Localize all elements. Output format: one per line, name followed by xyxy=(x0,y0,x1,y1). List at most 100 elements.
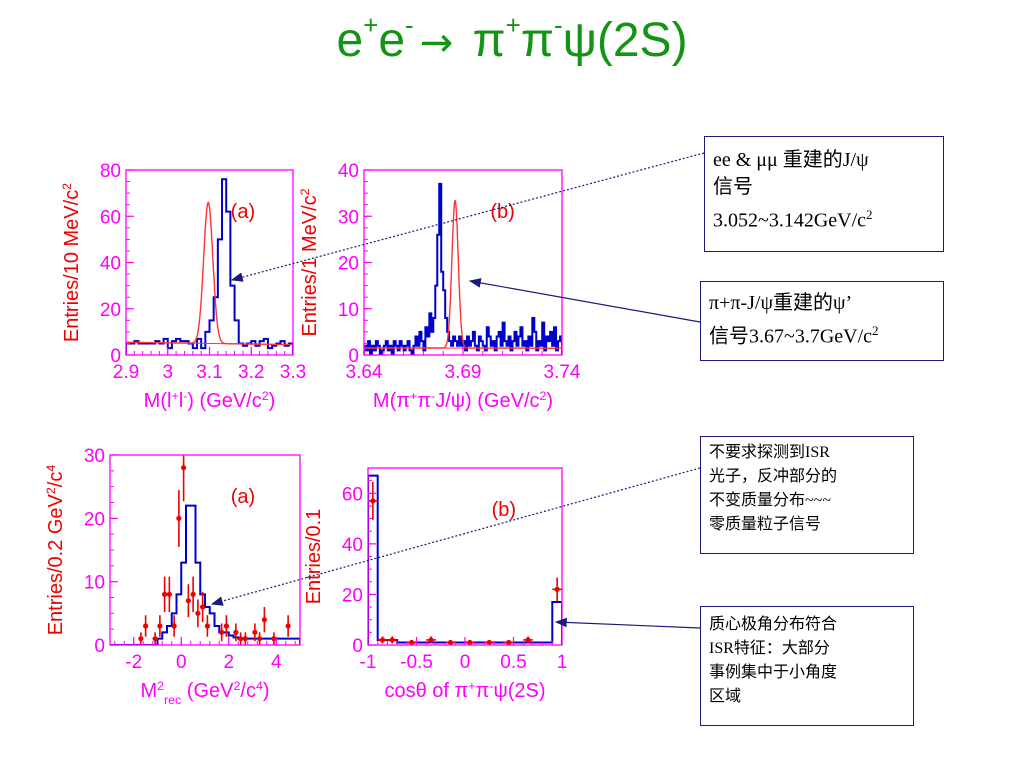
annotation-line: 区域 xyxy=(709,688,742,705)
axis-frame xyxy=(367,467,563,646)
label-part: (GeV xyxy=(181,680,234,702)
x-tick-label: -0.5 xyxy=(400,652,433,673)
annotation-line: 信号 xyxy=(713,176,753,198)
x-tick-label: -2 xyxy=(125,652,142,673)
label-part: π xyxy=(476,680,490,702)
y-tick-label: 20 xyxy=(338,254,359,275)
data-point xyxy=(406,639,417,645)
data-point xyxy=(233,623,239,642)
marker xyxy=(219,629,225,635)
x-tick-label: 3.69 xyxy=(445,362,482,383)
title-e1: e xyxy=(336,14,364,67)
data-point xyxy=(143,615,149,637)
x-tick-label: 3.2 xyxy=(238,362,264,383)
y-axis-label-group: Entries/0.1 xyxy=(303,509,325,605)
marker xyxy=(166,591,172,597)
data-point xyxy=(271,632,277,645)
marker xyxy=(525,637,531,643)
label-part: J/ψ) (GeV/c xyxy=(435,390,539,412)
marker xyxy=(285,623,291,629)
y-axis-label: Entries/1 MeV/c2 xyxy=(298,188,321,336)
marker xyxy=(252,629,258,635)
y-tick-label: 20 xyxy=(100,300,121,321)
x-tick-label: 2.9 xyxy=(113,362,139,383)
data-point xyxy=(176,489,182,547)
label-part: Entries/10 MeV/c xyxy=(61,190,83,342)
y-tick-label: 10 xyxy=(84,573,105,594)
x-tick-label: 0 xyxy=(460,652,471,673)
label-part: 4 xyxy=(44,465,58,472)
histogram-line xyxy=(364,182,562,355)
x-tick-label: 2 xyxy=(223,652,234,673)
label-part: Entries/1 MeV/c xyxy=(299,195,321,336)
data-point xyxy=(223,615,229,637)
label-part: 2 xyxy=(157,679,164,693)
data-point xyxy=(238,632,244,645)
marker xyxy=(223,623,229,629)
y-tick-label: 30 xyxy=(84,446,105,467)
data-point xyxy=(552,577,562,602)
data-point xyxy=(157,615,163,637)
label-part: π xyxy=(417,390,431,412)
marker xyxy=(195,610,201,616)
title-e2: e xyxy=(378,14,406,67)
marker xyxy=(370,498,376,504)
panel-label: (b) xyxy=(490,201,514,223)
marker xyxy=(242,636,248,642)
y-tick-label: 10 xyxy=(338,300,359,321)
annotation-line: 3.052~3.142GeV/c2 xyxy=(713,201,935,235)
x-tick-label: 3 xyxy=(162,362,173,383)
title-sup-minus1: - xyxy=(405,10,414,40)
title-pi2: π xyxy=(520,14,554,67)
label-part: - xyxy=(489,679,493,693)
data-point xyxy=(285,615,291,637)
y-axis-label: Entries/10 MeV/c2 xyxy=(60,183,83,342)
data-point xyxy=(503,639,514,645)
marker xyxy=(233,629,239,635)
y-tick-label: 80 xyxy=(100,161,121,182)
annotation-line: ISR特征：大部分 xyxy=(709,640,830,657)
data-point xyxy=(204,615,210,637)
y-tick-label: 0 xyxy=(110,346,121,367)
data-point xyxy=(257,632,263,645)
label-part: 2 xyxy=(262,389,269,403)
histogram-line xyxy=(368,474,562,645)
y-tick-label: 0 xyxy=(352,636,363,657)
y-tick-label: 0 xyxy=(94,636,105,657)
label-part: 2 xyxy=(234,679,241,693)
y-axis-label-group: Entries/10 MeV/c2 xyxy=(60,183,83,342)
title-sup-plus1: + xyxy=(363,10,379,40)
y-tick-label: 20 xyxy=(84,509,105,530)
plot-area xyxy=(126,178,293,355)
data-point xyxy=(252,623,258,642)
marker xyxy=(467,639,473,645)
data-point xyxy=(152,632,158,645)
annotation-recoil-mass: 不要求探测到ISR 光子，反冲部分的 不变质量分布~~~ 零质量粒子信号 xyxy=(700,436,914,554)
leader-arrow xyxy=(210,467,701,606)
annotation-line: 不要求探测到ISR xyxy=(709,444,830,461)
data-point xyxy=(484,639,495,645)
annotation-line: ee & μμ 重建的J/ψ xyxy=(713,149,869,171)
y-tick-label: 30 xyxy=(338,207,359,228)
marker xyxy=(486,639,492,645)
data-point xyxy=(377,636,388,644)
chart-costheta: 0 20 40 60 -1 -0.5 0 0.5 1 (b) cosθ of π+π-ψ(2S) En… xyxy=(303,467,567,702)
marker xyxy=(506,639,512,645)
annotation-line: 光子，反冲部分的 xyxy=(709,468,838,485)
x-tick-label: 4 xyxy=(271,652,282,673)
y-axis-label: Entries/0.2 GeV2/c4 xyxy=(44,465,67,636)
data-point xyxy=(166,576,172,613)
marker xyxy=(181,465,187,471)
marker xyxy=(204,623,210,629)
y-tick-label: 0 xyxy=(348,346,359,367)
x-tick-label: -1 xyxy=(360,652,377,673)
marker xyxy=(190,591,196,597)
marker xyxy=(176,515,182,521)
label-part: + xyxy=(410,389,417,403)
marker xyxy=(379,637,386,643)
x-axis-label: M(π+π-J/ψ) (GeV/c2) xyxy=(373,389,553,412)
data-point xyxy=(181,455,187,502)
annotation-line: π+π-J/ψ重建的ψ’ xyxy=(709,292,853,314)
label-part: ) xyxy=(546,390,553,412)
